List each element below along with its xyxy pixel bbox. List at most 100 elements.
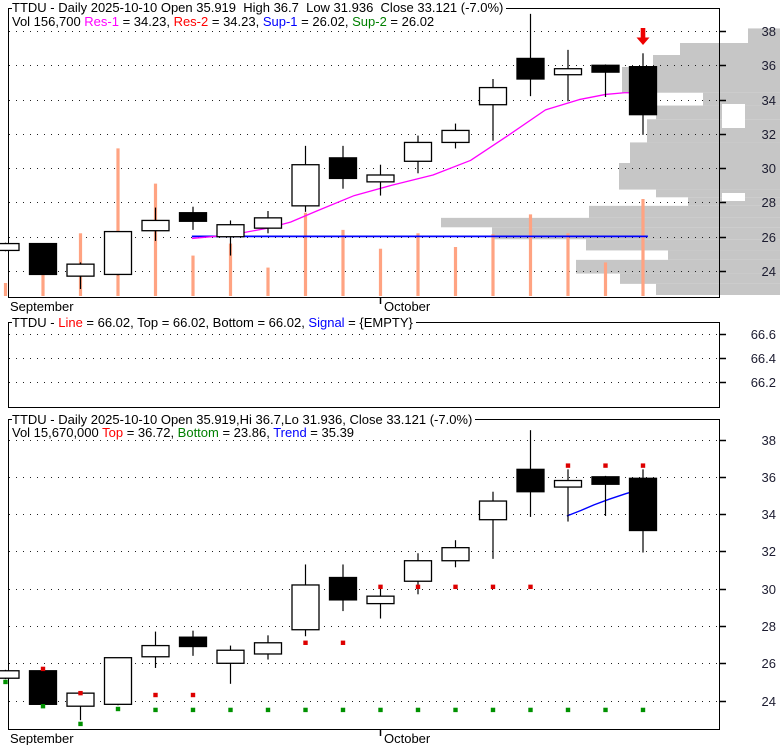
pivot-low-dot [40,703,46,709]
legend-segment: = 36.72, [123,425,178,440]
axis-tick-label: 36 [762,470,776,485]
volume-profile-gap [722,193,745,201]
axis-tick-label: 28 [762,619,776,634]
volume-profile-row [492,227,780,240]
legend-segment: Signal [308,315,345,330]
legend-segment: = 34.23, [118,14,174,29]
pivot-high-dot [565,463,571,468]
pivot-low-dot [153,707,158,713]
legend-segment: Line [58,315,83,330]
pivot-low-dot [528,707,533,713]
pivot-low-dot [265,707,271,713]
volume-profile-row [619,163,780,190]
volume-profile-row [668,250,780,260]
x-axis-label: October [384,299,431,314]
candle-body [441,129,470,144]
x-axis-label: September [10,731,74,745]
legend-segment: Bottom [177,425,219,440]
volume-profile-row [620,273,780,284]
axis-tick-label: 38 [762,24,776,39]
candle-body [216,224,245,238]
candle-body [141,644,170,658]
volume-profile-row [576,259,780,274]
candle-body [553,68,583,76]
legend-segment: TTDU - Daily 2025-10-10 Open 35.919 High… [12,0,504,15]
pivot-low-dot [603,707,608,713]
volume-profile-row [653,55,780,68]
axis-tick-label: 32 [762,127,776,142]
candle-body [141,219,170,232]
pivot-low-dot [640,707,646,713]
pivot-high-dot [40,666,46,672]
candle-body [253,217,283,229]
candle-body [328,157,358,180]
candle-body [291,164,320,207]
pivot-high-dot [190,692,196,698]
pivot-high-dot [453,584,458,590]
legend-segment: Top [102,425,124,440]
down-arrow-icon [640,28,646,38]
candle-body [366,595,395,605]
volume-profile-row [647,119,780,143]
volume-profile-row [703,92,780,106]
axis-tick-label: 34 [762,93,776,108]
legend-segment: = 26.02, [297,14,353,29]
candle-body [553,479,583,488]
candle-body [0,670,20,679]
candle-body [628,477,658,532]
axis-tick-label: 24 [762,694,776,709]
pivot-low-dot [415,707,421,713]
candle-body [366,174,395,183]
pivot-low-dot [453,707,458,713]
volume-profile-row [680,43,780,56]
candle-body [516,57,545,80]
volume-profile-row [630,142,780,164]
legend-segment: Res-1 [84,14,119,29]
pivot-low-dot [228,707,233,713]
legend-segment: Sup-1 [262,14,298,29]
axis-tick-label: 30 [762,161,776,176]
axis-tick-label: 28 [762,195,776,210]
candle-body [403,141,433,162]
candle-body [103,230,133,276]
x-axis-label: September [10,299,74,314]
pivot-high-dot [528,584,533,590]
legend-segment: = 23.86, [218,425,274,440]
candle-body [403,560,433,582]
candle-body [328,576,358,601]
volume-profile-row [688,197,780,206]
legend-segment: Res-2 [173,14,209,29]
axis-tick-label: 30 [762,582,776,597]
axis-tick-label: 32 [762,544,776,559]
candle-body [28,670,58,705]
axis-tick-label: 66.6 [751,327,776,342]
axis-tick-label: 66.2 [751,375,776,390]
legend-segment: = {EMPTY} [344,315,413,330]
pivot-low-dot [303,707,308,713]
legend-segment: TTDU - [12,315,59,330]
axis-tick-label: 36 [762,58,776,73]
legend-segment: Vol 15,670,000 [12,425,103,440]
pivot-high-dot [340,640,346,645]
candle-body [516,468,545,493]
pivot-high-dot [378,584,383,590]
pivot-high-dot [78,690,83,696]
candle-body [478,86,508,106]
pivot-low-dot [340,707,346,713]
volume-profile-row [441,217,780,228]
candle-body [28,242,58,276]
volume-profile-row [656,189,780,198]
volume-profile-gap [722,104,745,128]
panel2-title: TTDU - Line = 66.02, Top = 66.02, Bottom… [12,316,416,330]
axis-tick-label: 26 [762,656,776,671]
axis-tick-label: 24 [762,264,776,279]
legend-segment: = 66.02, Top = 66.02, Bottom = 66.02, [82,315,309,330]
candle-body [0,242,20,252]
panel2-border [8,322,720,408]
candle-body [478,500,508,521]
legend-segment: Sup-2 [352,14,387,29]
panel3-legend: Vol 15,670,000 Top = 36.72, Bottom = 23.… [12,426,357,440]
